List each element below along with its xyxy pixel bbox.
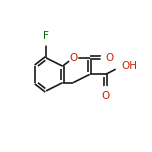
Text: O: O [101,91,110,101]
Circle shape [101,54,110,62]
Circle shape [116,60,127,72]
Text: O: O [106,53,114,63]
Circle shape [43,38,50,45]
Text: O: O [69,53,77,63]
Circle shape [101,86,110,95]
Circle shape [69,54,78,62]
Text: F: F [43,31,49,41]
Text: OH: OH [121,61,138,71]
